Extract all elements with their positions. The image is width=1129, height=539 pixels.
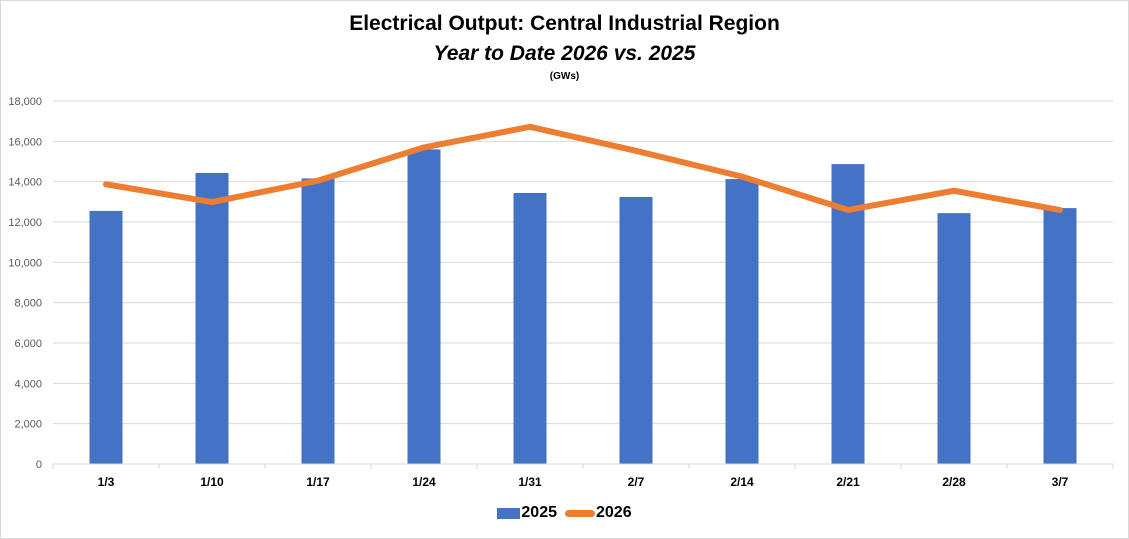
bar-2025-1/17 — [301, 178, 335, 464]
y-tick-label: 4,000 — [14, 378, 42, 390]
legend-label-2025: 2025 — [521, 504, 557, 521]
bar-2025-2/7 — [619, 196, 653, 464]
point-2026-3/7 — [1059, 209, 1061, 211]
point-2026-1/10 — [211, 201, 213, 203]
bar-2025-1/24 — [407, 149, 441, 464]
units-label: (GWs) — [549, 71, 580, 82]
legend-item-2025[interactable]: 2025 — [497, 504, 557, 522]
bar-2025-2/28 — [937, 213, 971, 464]
x-tick-label: 1/31 — [518, 475, 542, 489]
x-tick-label: 1/17 — [306, 475, 330, 489]
y-tick-label: 10,000 — [8, 257, 42, 269]
x-tick-label: 2/14 — [730, 475, 754, 489]
legend-swatch-bar — [497, 507, 521, 519]
point-2026-2/28 — [953, 190, 955, 192]
x-tick-label: 1/3 — [98, 475, 115, 489]
bar-2025-3/7 — [1043, 208, 1077, 464]
bar-2025-1/3 — [89, 210, 123, 464]
line-2026 — [103, 123, 1063, 214]
x-tick-label: 1/24 — [412, 475, 436, 489]
bar-2025-1/10 — [195, 172, 229, 464]
legend-label-2026: 2026 — [596, 504, 632, 521]
x-tick-label: 2/7 — [628, 475, 645, 489]
chart-title: Electrical Output: Central Industrial Re… — [349, 12, 780, 35]
point-2026-2/14 — [741, 176, 743, 178]
y-tick-label: 6,000 — [14, 338, 42, 350]
legend-swatch-line — [565, 509, 595, 517]
point-2026-1/3 — [105, 183, 107, 185]
y-tick-label: 14,000 — [8, 177, 42, 189]
x-tick-label: 1/10 — [200, 475, 224, 489]
y-tick-label: 0 — [36, 459, 42, 471]
y-tick-label: 12,000 — [8, 217, 42, 229]
bar-2025-2/21 — [831, 164, 865, 464]
x-tick-label: 2/28 — [942, 475, 966, 489]
chart-subtitle: Year to Date 2026 vs. 2025 — [433, 42, 696, 65]
point-2026-1/17 — [317, 180, 319, 182]
bar-2025-1/31 — [513, 192, 547, 464]
point-2026-1/24 — [423, 146, 425, 148]
legend-item-2026[interactable]: 2026 — [565, 504, 632, 522]
point-2026-2/21 — [847, 209, 849, 211]
line-2026-path — [103, 123, 1063, 214]
x-tick-label: 2/21 — [836, 475, 860, 489]
x-axis: 1/3 1/10 1/17 1/24 1/31 2/7 2/14 2/21 2/28 3/7 — [52, 463, 1114, 489]
bar-2025-2/14 — [725, 179, 759, 465]
point-2026-1/31 — [529, 126, 531, 128]
legend: 2025 2026 — [0, 504, 1129, 522]
y-tick-label: 8,000 — [14, 298, 42, 310]
y-axis-ticks: 0 2,000 4,000 6,000 8,000 10,000 12,000 14,000 1… — [8, 96, 42, 471]
y-tick-label: 16,000 — [8, 136, 42, 148]
bars-2025 — [89, 149, 1077, 465]
point-2026-2/7 — [635, 150, 637, 152]
x-tick-label: 3/7 — [1052, 475, 1069, 489]
y-tick-label: 18,000 — [8, 96, 42, 108]
y-tick-label: 2,000 — [14, 419, 42, 431]
